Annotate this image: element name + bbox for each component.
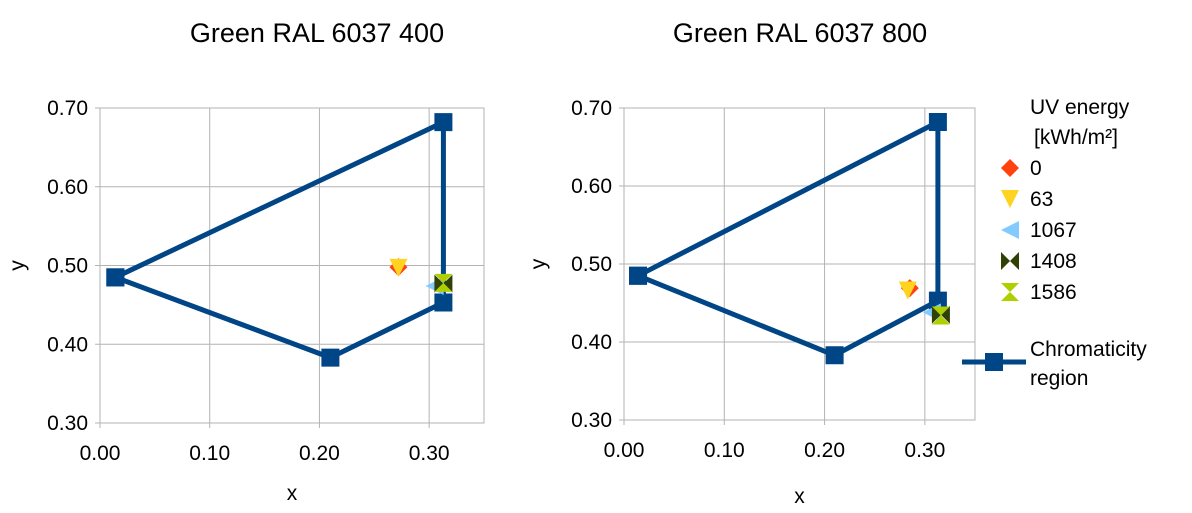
legend-label: Chromaticity region xyxy=(1030,338,1147,390)
chart-title: Green RAL 6037 800 xyxy=(673,18,927,48)
chart-1: 0.30 0.40 0.50 0.60 0.70 0.00 0.10 0.20 0.30 Gree… xyxy=(6,18,485,505)
chromaticity-region-line xyxy=(114,119,446,361)
data-point xyxy=(931,306,950,325)
x-tick-label: 0.20 xyxy=(299,442,340,465)
y-tick-label: 0.60 xyxy=(571,175,612,198)
legend-marker xyxy=(1001,283,1019,301)
region-vertex-marker xyxy=(928,113,947,132)
chromaticity-region-line xyxy=(636,119,941,358)
series-chromaticity-region xyxy=(106,113,453,367)
region-vertex-marker xyxy=(321,348,340,367)
x-tick-label: 0.30 xyxy=(409,442,450,465)
series-1586 xyxy=(931,306,950,325)
legend-marker xyxy=(1001,221,1019,239)
data-point xyxy=(389,258,408,277)
y-tick-label: 0.40 xyxy=(571,331,612,354)
series-chromaticity-region xyxy=(629,113,947,365)
x-tick-label: 0.30 xyxy=(904,439,945,462)
region-vertex-marker xyxy=(434,113,453,132)
x-tick-label: 0.00 xyxy=(604,439,645,462)
data-point xyxy=(898,281,917,300)
legend-title: [kWh/m²] xyxy=(1034,126,1118,149)
legend-marker xyxy=(985,353,1003,371)
legend-marker xyxy=(1001,252,1019,270)
legend-marker xyxy=(1001,159,1019,177)
region-vertex-marker xyxy=(629,266,648,285)
y-tick-label: 0.50 xyxy=(47,255,88,278)
legend-title: UV energy xyxy=(1030,96,1130,119)
chart-2: 0.30 0.40 0.50 0.60 0.70 0.00 0.10 0.20 0.30 Gree… xyxy=(527,18,1147,508)
y-tick-label: 0.70 xyxy=(47,97,88,120)
y-tick-label: 0.50 xyxy=(571,253,612,276)
legend: UV energy [kWh/m²] 0 63 1067 1408 1586 Chromati… xyxy=(962,96,1147,390)
region-vertex-marker xyxy=(106,268,125,287)
series-63 xyxy=(898,281,917,300)
y-tick-label: 0.60 xyxy=(47,176,88,199)
legend-label: 1067 xyxy=(1030,219,1077,242)
x-tick-label: 0.00 xyxy=(80,442,121,465)
y-axis-label: y xyxy=(527,258,550,269)
legend-label: 1408 xyxy=(1030,250,1077,273)
data-point xyxy=(434,273,453,292)
region-vertex-marker xyxy=(825,346,844,365)
legend-label: 1586 xyxy=(1030,281,1077,304)
legend-label: 63 xyxy=(1030,188,1053,211)
series-63 xyxy=(389,258,408,277)
y-tick-label: 0.70 xyxy=(571,97,612,120)
x-axis-label: x xyxy=(794,485,805,508)
legend-marker xyxy=(1001,190,1019,208)
chart-title: Green RAL 6037 400 xyxy=(190,18,444,48)
x-tick-label: 0.20 xyxy=(804,439,845,462)
y-tick-label: 0.40 xyxy=(47,333,88,356)
legend-label: 0 xyxy=(1030,157,1042,180)
y-tick-label: 0.30 xyxy=(47,412,88,435)
region-vertex-marker xyxy=(434,293,453,312)
x-tick-label: 0.10 xyxy=(704,439,745,462)
region-vertex-marker xyxy=(928,291,947,310)
y-axis-label: y xyxy=(6,260,29,271)
x-axis-label: x xyxy=(287,482,298,505)
series-1586 xyxy=(434,273,453,292)
x-tick-label: 0.10 xyxy=(189,442,230,465)
y-tick-label: 0.30 xyxy=(571,409,612,432)
